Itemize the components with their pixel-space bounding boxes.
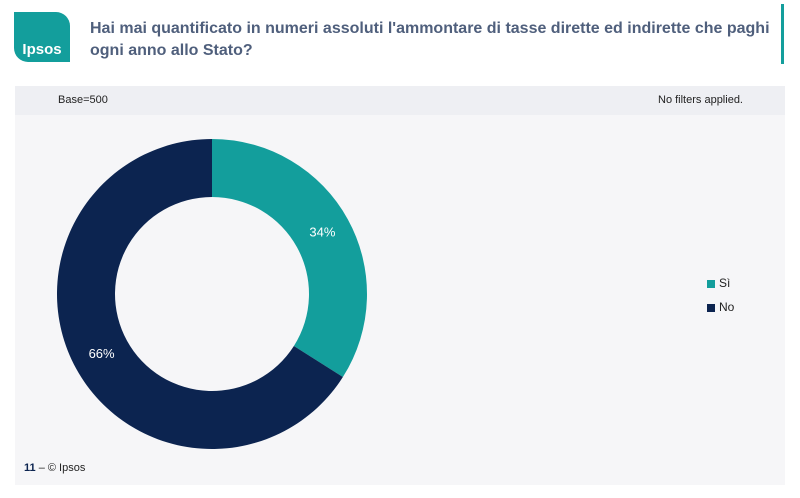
filters-label: No filters applied. [658, 94, 743, 106]
page-number: 11 [24, 462, 36, 474]
base-label: Base=500 [58, 94, 108, 106]
copyright: – © Ipsos [38, 462, 86, 474]
info-bar: Base=500 No filters applied. [15, 86, 785, 115]
logo: Ipsos [14, 12, 70, 62]
legend-swatch [707, 304, 715, 312]
legend-label: Sì [719, 276, 730, 290]
data-label: 34% [309, 225, 335, 240]
legend-swatch [707, 280, 715, 288]
chart-title: Hai mai quantificato in numeri assoluti … [90, 20, 770, 59]
footer: 11 – © Ipsos [24, 462, 85, 474]
data-label: 66% [89, 346, 115, 361]
pie-slice [212, 139, 367, 378]
accent-rule [781, 4, 784, 64]
legend-label: No [719, 300, 735, 314]
pie-slice [56, 139, 343, 449]
